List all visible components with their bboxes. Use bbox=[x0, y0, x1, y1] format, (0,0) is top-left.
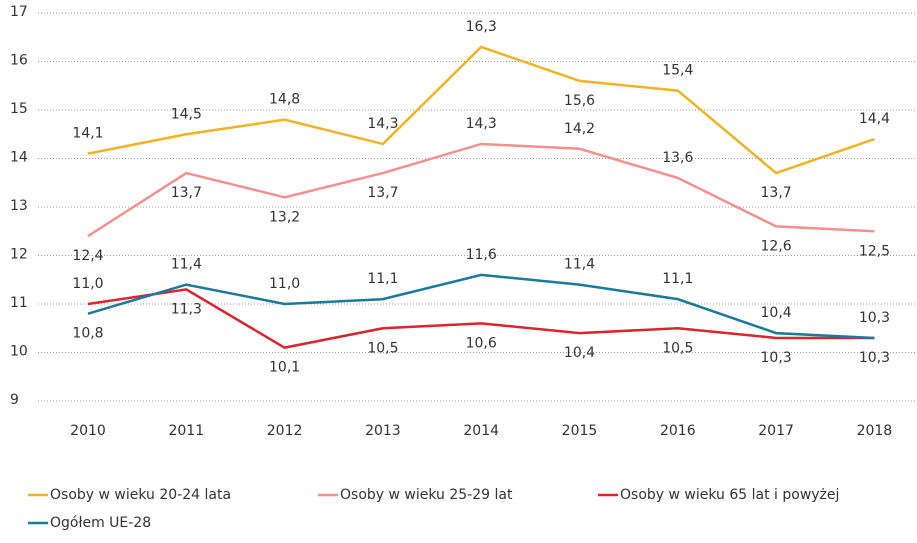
data-label: 10,3 bbox=[859, 310, 890, 326]
y-tick-label: 13 bbox=[10, 198, 28, 214]
data-label: 10,4 bbox=[564, 345, 595, 361]
data-label: 11,1 bbox=[367, 271, 398, 287]
data-label: 14,4 bbox=[859, 111, 890, 127]
x-tick-label: 2010 bbox=[70, 423, 106, 439]
y-tick-label: 17 bbox=[10, 4, 28, 20]
data-label: 14,3 bbox=[367, 116, 398, 132]
data-label: 11,4 bbox=[564, 257, 595, 273]
y-tick-label: 9 bbox=[10, 392, 19, 408]
data-label: 11,3 bbox=[171, 301, 202, 317]
data-label: 14,8 bbox=[269, 92, 300, 108]
data-label: 10,3 bbox=[859, 350, 890, 366]
legend-label: Osoby w wieku 25-29 lat bbox=[340, 487, 513, 503]
data-label: 11,0 bbox=[269, 276, 300, 292]
data-label: 10,5 bbox=[367, 340, 398, 356]
data-label: 13,6 bbox=[662, 150, 693, 166]
data-label: 12,6 bbox=[761, 238, 792, 254]
series-line bbox=[87, 273, 875, 340]
x-tick-label: 2012 bbox=[267, 423, 303, 439]
data-label: 10,8 bbox=[72, 326, 103, 342]
data-label: 11,0 bbox=[72, 276, 103, 292]
x-tick-label: 2016 bbox=[660, 423, 696, 439]
data-label: 13,7 bbox=[171, 185, 202, 201]
legend-label: Ogółem UE-28 bbox=[50, 515, 151, 531]
x-tick-label: 2018 bbox=[857, 423, 893, 439]
data-label: 10,6 bbox=[466, 335, 497, 351]
data-label: 11,6 bbox=[466, 247, 497, 263]
data-label: 14,3 bbox=[466, 116, 497, 132]
x-tick-label: 2017 bbox=[758, 423, 794, 439]
y-tick-label: 16 bbox=[10, 53, 28, 69]
data-label: 14,1 bbox=[72, 126, 103, 142]
data-label: 13,2 bbox=[269, 209, 300, 225]
legend-label: Osoby w wieku 20-24 lata bbox=[50, 487, 231, 503]
series-line bbox=[87, 288, 875, 349]
data-label: 15,6 bbox=[564, 93, 595, 109]
x-tick-label: 2013 bbox=[365, 423, 401, 439]
data-label: 14,2 bbox=[564, 121, 595, 137]
data-label: 16,3 bbox=[466, 19, 497, 35]
legend-label: Osoby w wieku 65 lat i powyżej bbox=[620, 487, 839, 503]
y-tick-label: 10 bbox=[10, 344, 28, 360]
data-label: 11,4 bbox=[171, 257, 202, 273]
y-tick-label: 14 bbox=[10, 150, 28, 166]
y-tick-label: 12 bbox=[10, 247, 28, 263]
data-label: 15,4 bbox=[662, 63, 693, 79]
data-label: 12,5 bbox=[859, 243, 890, 259]
data-label: 13,7 bbox=[761, 185, 792, 201]
data-label: 12,4 bbox=[72, 248, 103, 264]
data-label: 13,7 bbox=[367, 185, 398, 201]
data-label: 10,1 bbox=[269, 360, 300, 376]
data-label: 10,5 bbox=[662, 340, 693, 356]
x-tick-label: 2015 bbox=[562, 423, 598, 439]
y-tick-label: 11 bbox=[10, 295, 28, 311]
data-label: 14,5 bbox=[171, 106, 202, 122]
data-label: 10,3 bbox=[761, 350, 792, 366]
series-line bbox=[87, 45, 875, 175]
y-tick-label: 15 bbox=[10, 101, 28, 117]
x-tick-label: 2011 bbox=[168, 423, 204, 439]
data-label: 10,4 bbox=[761, 305, 792, 321]
series-line bbox=[87, 142, 875, 238]
x-tick-label: 2014 bbox=[463, 423, 499, 439]
data-label: 11,1 bbox=[662, 271, 693, 287]
